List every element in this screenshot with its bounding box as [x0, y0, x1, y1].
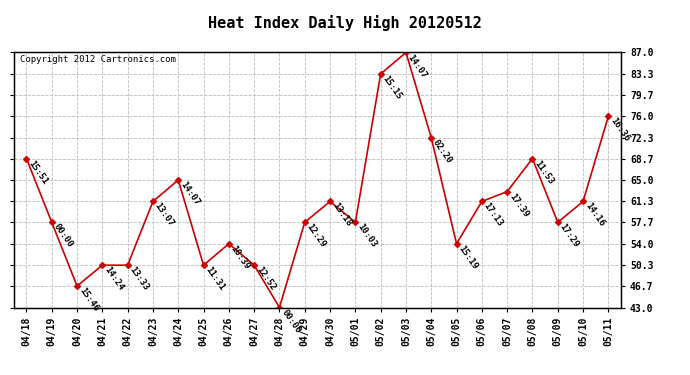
Text: 15:19: 15:19	[457, 244, 480, 271]
Text: 13:33: 13:33	[128, 265, 150, 292]
Text: 02:20: 02:20	[431, 138, 454, 165]
Text: 15:51: 15:51	[26, 159, 49, 186]
Text: 12:29: 12:29	[305, 222, 328, 249]
Text: 00:00: 00:00	[279, 308, 302, 334]
Text: 11:53: 11:53	[533, 159, 555, 186]
Text: 17:29: 17:29	[558, 222, 580, 249]
Text: 12:52: 12:52	[254, 265, 277, 292]
Text: 00:00: 00:00	[52, 222, 75, 249]
Text: 14:07: 14:07	[178, 180, 201, 207]
Text: 15:46: 15:46	[77, 286, 100, 313]
Text: Copyright 2012 Cartronics.com: Copyright 2012 Cartronics.com	[20, 55, 176, 64]
Text: 13:18: 13:18	[330, 201, 353, 229]
Text: 10:39: 10:39	[229, 244, 252, 271]
Text: 15:15: 15:15	[381, 74, 404, 101]
Text: 13:07: 13:07	[153, 201, 176, 229]
Text: 14:24: 14:24	[102, 265, 125, 292]
Text: 10:03: 10:03	[355, 222, 378, 249]
Text: 14:16: 14:16	[583, 201, 606, 229]
Text: 11:31: 11:31	[204, 265, 226, 292]
Text: 14:07: 14:07	[406, 53, 428, 80]
Text: 17:39: 17:39	[507, 192, 530, 219]
Text: 17:13: 17:13	[482, 201, 504, 229]
Text: Heat Index Daily High 20120512: Heat Index Daily High 20120512	[208, 15, 482, 31]
Text: 16:36: 16:36	[609, 116, 631, 143]
